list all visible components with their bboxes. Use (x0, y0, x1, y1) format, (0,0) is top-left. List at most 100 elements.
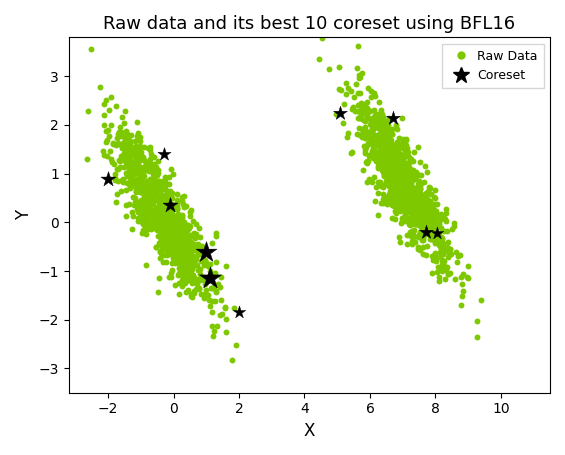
Point (106, 155, 115, 162)
Point (149, 177, 158, 185)
Point (413, 171, 422, 178)
Point (152, 187, 161, 194)
Point (396, 174, 405, 182)
Point (145, 205, 154, 212)
Point (174, 233, 183, 241)
Point (180, 264, 189, 272)
Point (124, 181, 133, 188)
Point (378, 165, 387, 172)
Point (420, 217, 429, 225)
Point (407, 187, 416, 194)
Point (136, 169, 145, 176)
Point (414, 233, 423, 240)
Point (177, 272, 186, 279)
Point (195, 233, 204, 240)
Point (214, 280, 223, 288)
Point (386, 187, 395, 195)
Point (398, 217, 407, 225)
Point (171, 237, 180, 244)
Point (155, 207, 164, 215)
Point (410, 176, 419, 183)
Point (386, 173, 396, 180)
Point (150, 168, 159, 175)
Point (403, 187, 412, 194)
Point (165, 192, 174, 200)
Point (428, 210, 437, 217)
Point (170, 236, 179, 243)
Point (159, 207, 168, 214)
Point (394, 151, 403, 158)
Point (180, 239, 189, 246)
Point (168, 238, 177, 246)
Point (138, 154, 147, 161)
Point (384, 157, 393, 164)
Point (377, 200, 386, 207)
Point (123, 173, 132, 180)
Point (167, 216, 176, 223)
Point (157, 204, 166, 211)
Point (403, 240, 412, 248)
Point (181, 226, 190, 233)
Point (343, 130, 352, 137)
Point (133, 170, 142, 177)
Point (160, 174, 169, 181)
Point (144, 191, 153, 198)
Point (364, 131, 373, 138)
Point (416, 204, 425, 211)
Point (164, 236, 173, 243)
Point (142, 186, 151, 193)
Point (372, 118, 381, 126)
Point (158, 243, 167, 250)
Point (185, 238, 194, 245)
Point (382, 143, 391, 150)
Point (401, 217, 410, 225)
Point (386, 163, 396, 171)
Point (387, 159, 396, 166)
Point (381, 197, 390, 205)
Point (403, 183, 412, 190)
Point (406, 208, 415, 215)
Point (417, 212, 426, 220)
Point (405, 172, 414, 179)
Point (123, 144, 132, 151)
Point (132, 152, 141, 160)
Point (396, 178, 405, 186)
Point (189, 217, 198, 224)
Point (412, 218, 421, 225)
Point (130, 162, 139, 170)
Point (367, 129, 376, 136)
Point (431, 219, 440, 227)
Point (399, 152, 408, 159)
Point (176, 244, 185, 252)
Point (410, 185, 419, 192)
Point (419, 251, 428, 258)
Point (195, 271, 205, 278)
Point (147, 190, 156, 197)
Point (342, 134, 351, 141)
Point (392, 196, 401, 203)
Point (416, 171, 425, 178)
Point (136, 187, 145, 194)
Point (384, 138, 393, 145)
Point (412, 191, 421, 198)
Point (179, 229, 188, 236)
Point (414, 143, 423, 151)
Point (392, 170, 401, 177)
Point (157, 220, 166, 228)
Point (385, 146, 394, 153)
Point (435, 217, 444, 224)
Point (397, 215, 406, 222)
Point (427, 206, 436, 213)
Point (142, 185, 151, 192)
Point (178, 201, 187, 208)
Point (179, 233, 188, 240)
Point (155, 224, 164, 231)
Point (178, 211, 187, 218)
Point (405, 186, 414, 193)
Point (324, 65, 333, 72)
Point (102, 136, 111, 143)
Point (104, 132, 113, 139)
Point (370, 121, 379, 129)
Point (133, 175, 142, 182)
Point (168, 242, 177, 249)
